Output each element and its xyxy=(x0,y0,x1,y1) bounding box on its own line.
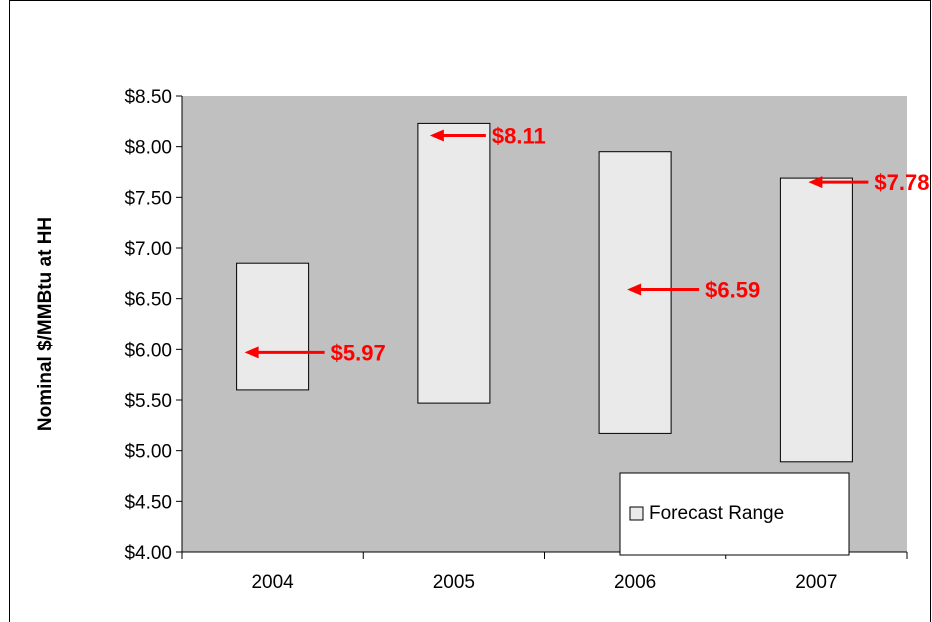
annotation-2004: $5.97 xyxy=(244,340,386,365)
annotation-label: $5.97 xyxy=(331,340,386,365)
annotation-label: $8.11 xyxy=(492,124,546,149)
legend-label: Forecast Range xyxy=(649,503,784,524)
annotation-arrow-head xyxy=(429,129,444,142)
annotation-2005: $8.11 xyxy=(429,124,546,149)
annotation-2007: $7.78 xyxy=(808,170,929,195)
legend: Forecast Range xyxy=(619,472,850,556)
annotation-label: $6.59 xyxy=(705,278,760,303)
bar-2005 xyxy=(417,122,491,404)
annotation-2006: $6.59 xyxy=(627,278,760,303)
y-tick-label: $6.00 xyxy=(124,340,172,361)
annotation-arrow-head xyxy=(808,176,823,189)
annotations: $5.97 $8.11 $6.59 $7.78 xyxy=(244,124,929,365)
y-axis-label: Nominal $/MMBtu at HH xyxy=(35,217,56,431)
y-tick-label: $5.00 xyxy=(124,442,172,463)
x-tick-label: 2004 xyxy=(251,572,294,593)
y-tick-label: $8.00 xyxy=(124,138,172,159)
bars xyxy=(236,122,853,463)
bar-2004 xyxy=(236,262,310,391)
legend-box xyxy=(619,472,850,556)
y-tick-label: $7.50 xyxy=(124,188,172,209)
annotation-arrow-head xyxy=(627,283,642,296)
x-tick-label: 2007 xyxy=(795,572,837,593)
y-tick-label: $6.50 xyxy=(124,290,172,311)
y-tick-label: $7.00 xyxy=(124,239,172,260)
y-tick-label: $8.50 xyxy=(124,87,172,108)
y-tick-label: $4.50 xyxy=(124,492,172,513)
annotation-arrow-head xyxy=(244,346,259,359)
x-tick-label: 2005 xyxy=(433,572,475,593)
bar-2007 xyxy=(779,177,853,463)
legend-swatch xyxy=(629,506,644,521)
y-tick-label: $5.50 xyxy=(124,391,172,412)
y-axis: $4.00 $4.50 $5.00 $5.50 $6.00 $6.50 $7.00 $7.50… xyxy=(124,87,183,564)
x-axis: 2004 2005 2006 2007 xyxy=(181,551,908,593)
y-tick-label: $4.00 xyxy=(124,543,172,564)
x-tick-label: 2006 xyxy=(614,572,656,593)
annotation-label: $7.78 xyxy=(874,170,929,195)
